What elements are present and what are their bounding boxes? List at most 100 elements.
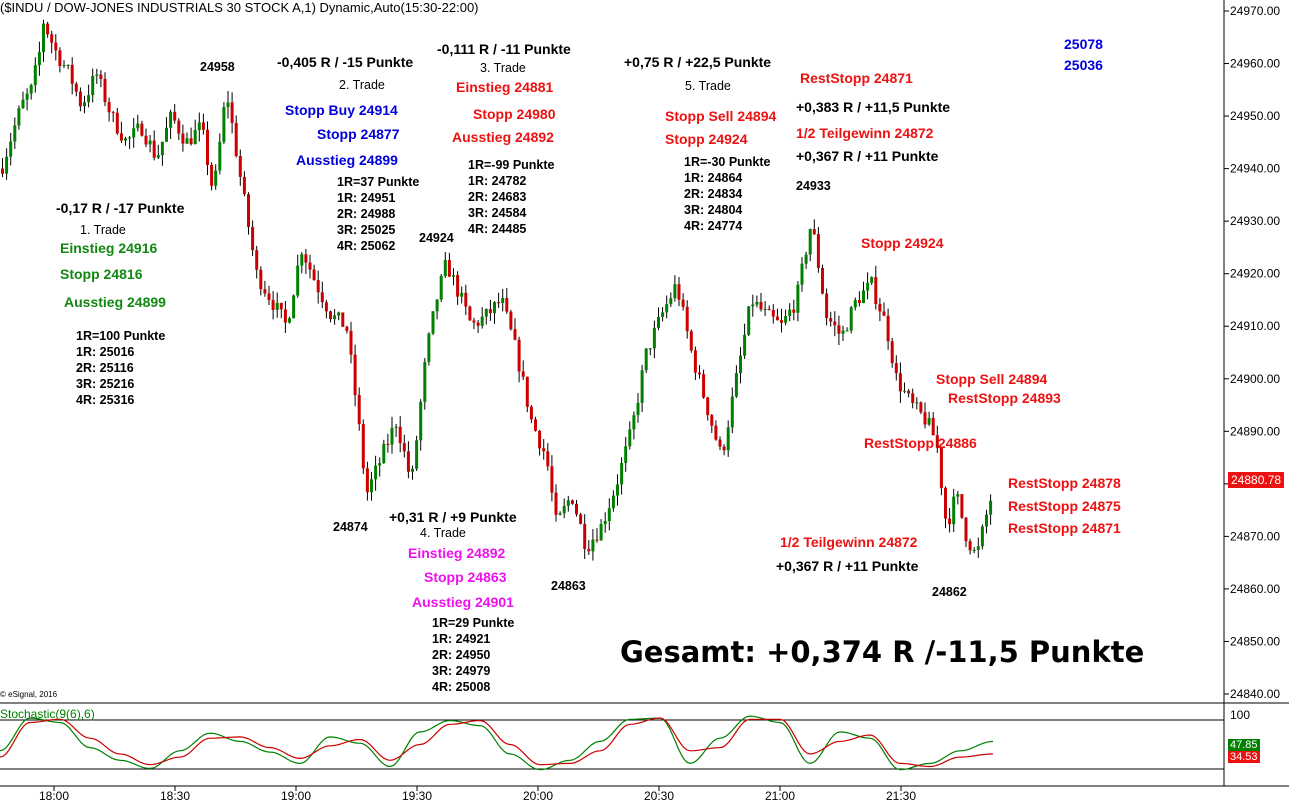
candle-down	[575, 503, 578, 515]
trade-annotation: 2R: 24683	[468, 190, 527, 204]
candle-up	[763, 309, 767, 311]
candle-down	[702, 374, 706, 398]
candle-down	[583, 523, 587, 549]
trade-annotation: 24863	[551, 579, 586, 593]
candle-up	[841, 330, 845, 334]
candle-down	[320, 292, 324, 303]
candle-down	[919, 402, 923, 413]
candle-down	[140, 123, 144, 136]
y-tick-label: 24840.00	[1230, 687, 1280, 701]
y-tick-label: 24910.00	[1230, 319, 1280, 333]
candle-up	[427, 333, 431, 362]
candle-up	[185, 138, 189, 144]
candle-down	[509, 311, 513, 330]
trade-annotation: 2R: 25116	[76, 361, 134, 375]
candle-up	[419, 401, 423, 441]
candle-up	[915, 402, 919, 404]
copyright-text: © eSignal, 2016	[0, 690, 58, 699]
candle-down	[70, 64, 74, 84]
candle-down	[58, 50, 62, 66]
candle-up	[128, 137, 132, 139]
candle-up	[382, 443, 386, 464]
candle-up	[493, 302, 496, 314]
candle-up	[788, 309, 792, 317]
trade-annotation: 1/2 Teilgewinn 24872	[780, 534, 918, 550]
candle-up	[66, 64, 70, 66]
candle-down	[837, 325, 841, 334]
candle-down	[210, 164, 214, 186]
candle-down	[464, 292, 468, 307]
candle-up	[636, 402, 640, 416]
candle-down	[689, 331, 693, 351]
candle-up	[193, 130, 197, 145]
trade-annotation: 4R: 25316	[76, 393, 135, 407]
candle-down	[706, 397, 710, 416]
trade-annotation: Stopp 24924	[861, 235, 944, 251]
candle-down	[316, 280, 320, 293]
candle-up	[394, 426, 398, 428]
candle-down	[324, 302, 328, 312]
trade-annotation: 4. Trade	[420, 526, 466, 540]
candle-up	[808, 229, 812, 255]
trade-annotation: RestStopp 24893	[948, 390, 1061, 406]
candle-up	[755, 301, 759, 305]
stoch-y-tick-label: 100	[1230, 708, 1250, 722]
candle-up	[222, 107, 226, 142]
candle-up	[95, 74, 99, 76]
candle-down	[513, 329, 517, 340]
candle-down	[911, 393, 915, 403]
trade-annotation: 1R=100 Punkte	[76, 329, 166, 343]
candle-down	[255, 250, 259, 270]
candle-down	[833, 321, 837, 326]
trade-annotation: 3R: 25025	[337, 223, 396, 237]
y-tick-label: 24950.00	[1230, 109, 1280, 123]
candle-up	[439, 275, 443, 300]
trade-annotation: 1/2 Teilgewinn 24872	[796, 125, 934, 141]
candle-up	[784, 316, 788, 323]
trade-annotation: RestStopp 24886	[864, 435, 977, 451]
candle-down	[939, 447, 943, 488]
trade-annotation: 24874	[333, 520, 368, 534]
candle-up	[165, 127, 168, 142]
candle-down	[189, 138, 193, 145]
candle-up	[620, 462, 624, 485]
candle-down	[722, 446, 726, 451]
candle-up	[148, 140, 152, 145]
candle-down	[587, 548, 591, 552]
x-tick-label: 18:00	[39, 789, 69, 803]
candle-down	[238, 156, 242, 177]
candle-down	[468, 306, 472, 321]
candle-up	[972, 549, 976, 551]
candle-up	[866, 282, 870, 291]
candle-up	[673, 284, 677, 299]
candle-up	[275, 302, 279, 310]
stoch-k-badge: 47.85	[1228, 739, 1260, 751]
candle-down	[698, 372, 701, 375]
x-tick-label: 18:30	[160, 789, 190, 803]
candle-up	[562, 505, 566, 514]
trade-annotation: 1R=29 Punkte	[432, 616, 515, 630]
y-tick-label: 24870.00	[1230, 529, 1280, 543]
stoch-k-line	[0, 715, 994, 771]
candle-up	[657, 316, 660, 328]
candle-down	[681, 299, 685, 307]
candle-up	[5, 156, 9, 174]
candle-up	[611, 495, 615, 509]
candle-up	[796, 284, 800, 313]
candle-down	[267, 293, 271, 301]
x-tick-label: 20:30	[644, 789, 674, 803]
candle-down	[771, 310, 775, 317]
candle-up	[292, 295, 296, 319]
candle-up	[197, 122, 201, 131]
candle-up	[29, 85, 33, 94]
candle-up	[648, 348, 652, 350]
candle-up	[21, 99, 25, 109]
candle-down	[456, 275, 460, 297]
trade-annotation: +0,367 R / +11 Punkte	[796, 148, 939, 164]
candle-up	[669, 298, 673, 305]
trade-annotation: Stopp 24816	[60, 266, 143, 282]
candle-down	[497, 302, 501, 304]
candle-down	[230, 102, 234, 123]
trade-annotation: 4R: 25008	[432, 680, 491, 694]
